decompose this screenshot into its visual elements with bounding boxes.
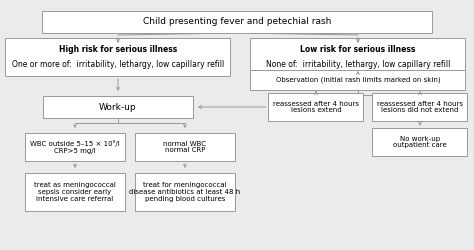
- FancyBboxPatch shape: [250, 70, 465, 90]
- FancyBboxPatch shape: [373, 128, 467, 156]
- Text: WBC outside 5–15 × 10⁹/l
CRP>5 mg/l: WBC outside 5–15 × 10⁹/l CRP>5 mg/l: [30, 140, 120, 154]
- Text: reassessed after 4 hours
lesions did not extend: reassessed after 4 hours lesions did not…: [377, 100, 463, 114]
- FancyBboxPatch shape: [135, 173, 235, 211]
- Text: None of:  irritability, lethargy, low capillary refill: None of: irritability, lethargy, low cap…: [266, 60, 450, 69]
- Text: Work-up: Work-up: [99, 102, 137, 112]
- FancyBboxPatch shape: [42, 11, 432, 33]
- FancyBboxPatch shape: [25, 173, 125, 211]
- Text: No work-up
outpatient care: No work-up outpatient care: [393, 136, 447, 148]
- Text: One or more of:  irritability, lethargy, low capillary refill: One or more of: irritability, lethargy, …: [12, 60, 224, 69]
- FancyBboxPatch shape: [250, 38, 465, 76]
- FancyBboxPatch shape: [6, 38, 230, 76]
- Text: reassessed after 4 hours
lesions extend: reassessed after 4 hours lesions extend: [273, 100, 359, 114]
- Text: Child presenting fever and petechial rash: Child presenting fever and petechial ras…: [143, 18, 331, 26]
- FancyBboxPatch shape: [373, 93, 467, 121]
- Text: treat as meningococcal
sepsis consider early
intensive care referral: treat as meningococcal sepsis consider e…: [34, 182, 116, 202]
- Text: High risk for serious illness: High risk for serious illness: [59, 45, 177, 54]
- Text: Observation (initial rash limits marked on skin): Observation (initial rash limits marked …: [276, 77, 440, 83]
- FancyBboxPatch shape: [43, 96, 193, 118]
- FancyBboxPatch shape: [25, 133, 125, 161]
- FancyBboxPatch shape: [268, 93, 364, 121]
- Text: normal WBC
normal CRP: normal WBC normal CRP: [164, 140, 207, 153]
- Text: Low risk for serious illness: Low risk for serious illness: [301, 45, 416, 54]
- Text: treat for meningococcal
disease antibiotics at least 48 h
pending blood cultures: treat for meningococcal disease antibiot…: [129, 182, 241, 202]
- FancyBboxPatch shape: [135, 133, 235, 161]
